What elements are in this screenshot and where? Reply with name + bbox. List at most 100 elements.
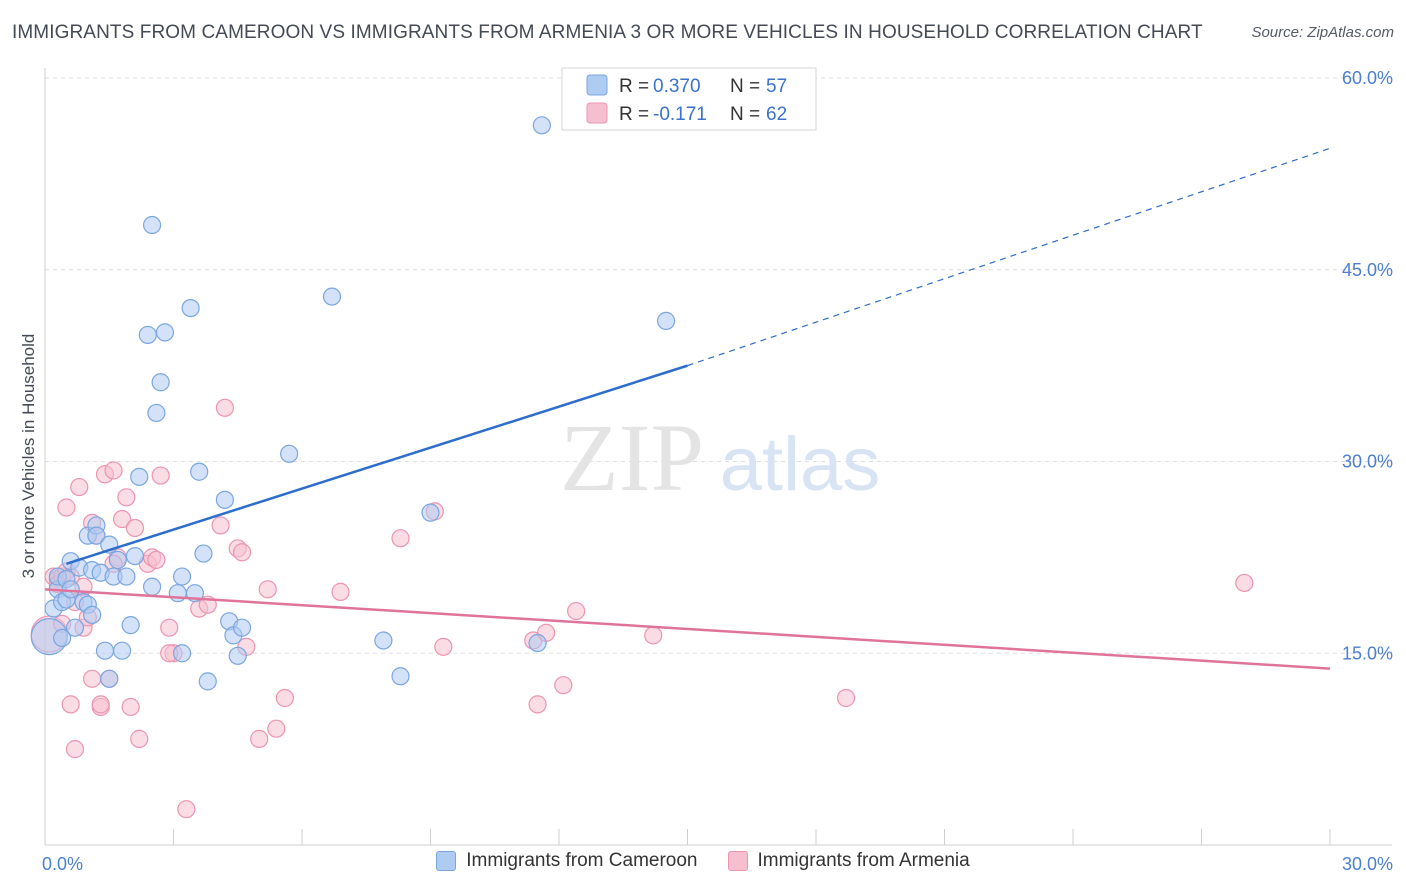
chart-title: IMMIGRANTS FROM CAMEROON VS IMMIGRANTS F… <box>12 22 1203 43</box>
armenia-point-10 <box>70 477 89 497</box>
y-tick-label-2: 45.0% <box>1342 260 1393 280</box>
armenia-point-20 <box>104 461 123 480</box>
armenia-point-24 <box>121 697 140 717</box>
legend-item-cameroon: Immigrants from Cameroon <box>436 850 698 872</box>
cameroon-point-17 <box>87 526 106 545</box>
armenia-point-56 <box>1235 573 1254 593</box>
armenia-point-42 <box>258 580 277 599</box>
cameroon-point-40 <box>215 490 234 509</box>
cameroon-points <box>30 116 676 691</box>
cameroon-point-52 <box>656 311 676 330</box>
cameroon-point-15 <box>83 605 102 625</box>
cameroon-point-24 <box>117 567 136 586</box>
armenia-point-7 <box>61 695 80 714</box>
cameroon-point-53 <box>100 669 119 688</box>
legend-item-armenia: Immigrants from Armenia <box>727 850 970 872</box>
armenia-point-5 <box>57 498 76 517</box>
cameroon-point-55 <box>198 672 217 691</box>
y-tick-label-0: 15.0% <box>1342 643 1393 663</box>
armenia-point-25 <box>125 518 145 538</box>
legend-r-label-2: R = <box>619 104 649 125</box>
armenia-point-61 <box>91 695 110 714</box>
legend-r-value-1: 0.370 <box>653 76 701 97</box>
series-legend: Immigrants from Cameroon Immigrants from… <box>0 850 1406 872</box>
legend-n-value-2: 62 <box>766 104 787 125</box>
legend-swatch-armenia <box>727 851 748 871</box>
grid-lines <box>45 77 1392 654</box>
armenia-point-45 <box>331 582 350 601</box>
cameroon-point-29 <box>142 215 162 235</box>
cameroon-point-23 <box>112 641 132 660</box>
cameroon-point-56 <box>53 628 72 648</box>
armenia-point-41 <box>250 729 269 748</box>
cameroon-point-19 <box>95 641 115 660</box>
cameroon-point-36 <box>181 299 200 318</box>
armenia-point-44 <box>275 688 294 708</box>
cameroon-point-25 <box>121 616 140 635</box>
cameroon-point-48 <box>391 667 410 686</box>
cameroon-point-44 <box>232 618 252 637</box>
cameroon-point-39 <box>194 544 213 563</box>
watermark: ZIP atlas <box>560 404 880 511</box>
cameroon-point-9 <box>65 618 85 637</box>
cameroon-point-46 <box>322 287 342 306</box>
watermark-atlas: atlas <box>720 422 881 507</box>
armenia-point-53 <box>567 601 586 621</box>
armenia-point-33 <box>177 800 196 819</box>
armenia-point-31 <box>160 618 179 637</box>
y-axis-title: 3 or more Vehicles in Household <box>19 334 38 579</box>
cameroon-point-30 <box>142 577 162 596</box>
tick-labels: 15.0% 30.0% 45.0% 60.0% 0.0% 30.0% <box>42 68 1393 874</box>
armenia-point-48 <box>434 637 453 656</box>
watermark-zip: ZIP <box>560 404 704 511</box>
cameroon-point-27 <box>130 467 149 486</box>
trend-lines <box>44 147 1331 670</box>
y-tick-label-3: 60.0% <box>1342 68 1393 88</box>
source-label: Source: ZipAtlas.com <box>1251 24 1394 41</box>
armenia-point-23 <box>117 488 136 507</box>
x-tick-label-1: 30.0% <box>1342 854 1393 874</box>
legend-r-value-2: -0.171 <box>653 104 707 125</box>
armenia-point-30 <box>151 466 170 485</box>
cameroon-point-26 <box>125 546 145 566</box>
armenia-point-29 <box>147 550 166 570</box>
armenia-point-46 <box>391 529 410 548</box>
cameroon-trend-line <box>66 364 688 565</box>
legend-label-armenia: Immigrants from Armenia <box>757 850 970 871</box>
armenia-point-39 <box>232 543 252 562</box>
armenia-point-36 <box>211 516 230 535</box>
legend-label-cameroon: Immigrants from Cameroon <box>466 850 698 871</box>
armenia-point-54 <box>644 626 663 645</box>
armenia-point-14 <box>83 669 102 688</box>
cameroon-point-33 <box>155 323 175 342</box>
legend-swatch-blue <box>586 74 608 96</box>
armenia-trend-line <box>44 588 1331 670</box>
y-tick-label-1: 30.0% <box>1342 452 1393 472</box>
legend-r-label-1: R = <box>619 76 649 97</box>
cameroon-point-49 <box>421 503 440 522</box>
legend-n-label-2: N = <box>730 104 760 125</box>
armenia-point-52 <box>554 676 573 695</box>
armenia-point-26 <box>130 729 149 748</box>
axes <box>44 68 1392 846</box>
armenia-point-22 <box>112 509 132 529</box>
armenia-point-43 <box>267 719 286 738</box>
legend-swatch-pink <box>586 102 608 124</box>
cameroon-point-38 <box>190 462 209 481</box>
cameroon-point-54 <box>172 644 192 663</box>
legend-box: R = 0.370 N = 57 R = -0.171 N = 62 <box>561 67 817 131</box>
legend-n-value-1: 57 <box>766 76 787 97</box>
cameroon-point-35 <box>172 567 192 586</box>
cameroon-point-22 <box>108 550 127 570</box>
cameroon-point-28 <box>138 325 157 345</box>
legend-swatch-cameroon <box>436 851 457 871</box>
armenia-point-8 <box>65 740 85 759</box>
cameroon-point-51 <box>532 116 551 135</box>
armenia-point-50 <box>528 695 547 714</box>
cameroon-point-50 <box>528 633 547 653</box>
x-tick-label-0: 0.0% <box>42 854 83 874</box>
cameroon-trend-extension <box>687 147 1331 367</box>
cameroon-point-45 <box>280 444 299 463</box>
armenia-point-55 <box>836 688 856 708</box>
